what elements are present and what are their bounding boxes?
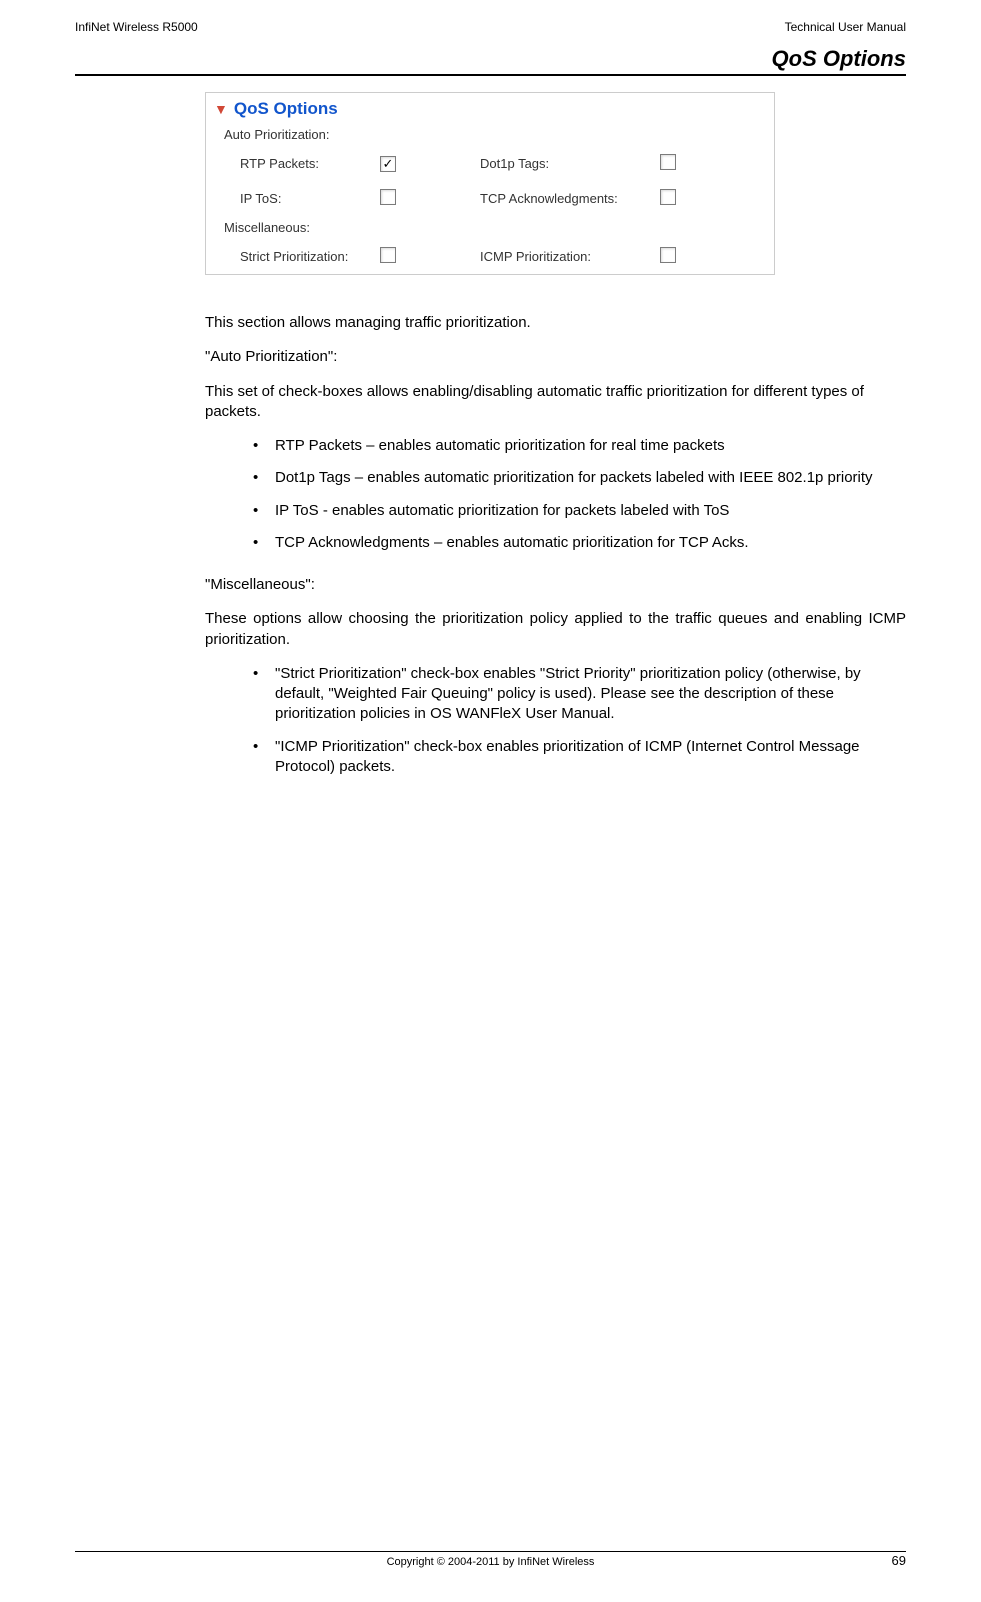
- page-header: InfiNet Wireless R5000 Technical User Ma…: [75, 20, 906, 34]
- list-item: Dot1p Tags – enables automatic prioritiz…: [205, 468, 906, 488]
- collapse-caret-icon: ▼: [214, 101, 228, 117]
- misc-label: Miscellaneous:: [206, 216, 774, 239]
- header-right: Technical User Manual: [785, 20, 906, 34]
- strict-prioritization-checkbox-cell: [380, 247, 480, 266]
- icmp-prioritization-checkbox-cell: [660, 247, 690, 266]
- rtp-packets-label: RTP Packets:: [240, 156, 380, 171]
- content-area: ▼ QoS Options Auto Prioritization: RTP P…: [205, 92, 906, 777]
- dot1p-tags-label: Dot1p Tags:: [480, 156, 660, 171]
- misc-heading: "Miscellaneous":: [205, 575, 906, 595]
- qos-row-strict-icmp: Strict Prioritization: ICMP Prioritizati…: [206, 239, 774, 274]
- ip-tos-checkbox-cell: [380, 189, 480, 208]
- intro-paragraph: This section allows managing traffic pri…: [205, 313, 906, 333]
- footer-bar: Copyright © 2004-2011 by InfiNet Wireles…: [75, 1551, 906, 1568]
- auto-prioritization-desc: This set of check-boxes allows enabling/…: [205, 382, 906, 423]
- list-item: RTP Packets – enables automatic prioriti…: [205, 436, 906, 456]
- list-item: TCP Acknowledgments – enables automatic …: [205, 533, 906, 553]
- panel-title: QoS Options: [234, 99, 338, 119]
- icmp-prioritization-checkbox[interactable]: [660, 247, 676, 263]
- tcp-ack-label: TCP Acknowledgments:: [480, 191, 660, 206]
- section-title: QoS Options: [75, 46, 906, 72]
- auto-bullets-list: RTP Packets – enables automatic prioriti…: [205, 436, 906, 553]
- qos-options-panel: ▼ QoS Options Auto Prioritization: RTP P…: [205, 92, 775, 275]
- qos-row-rtp-dot1p: RTP Packets: Dot1p Tags:: [206, 146, 774, 181]
- qos-row-iptos-tcpack: IP ToS: TCP Acknowledgments:: [206, 181, 774, 216]
- misc-desc: These options allow choosing the priorit…: [205, 609, 906, 650]
- copyright-text: Copyright © 2004-2011 by InfiNet Wireles…: [387, 1556, 595, 1568]
- rtp-packets-checkbox-cell: [380, 156, 480, 172]
- strict-prioritization-label: Strict Prioritization:: [240, 249, 380, 264]
- auto-prioritization-heading: "Auto Prioritization":: [205, 347, 906, 367]
- icmp-prioritization-label: ICMP Prioritization:: [480, 249, 660, 264]
- rtp-packets-checkbox[interactable]: [380, 156, 396, 172]
- page-container: InfiNet Wireless R5000 Technical User Ma…: [0, 0, 981, 1602]
- dot1p-tags-checkbox-cell: [660, 154, 690, 173]
- ip-tos-checkbox[interactable]: [380, 189, 396, 205]
- title-underline: [75, 74, 906, 76]
- misc-bullets-list: "Strict Prioritization" check-box enable…: [205, 664, 906, 777]
- strict-prioritization-checkbox[interactable]: [380, 247, 396, 263]
- dot1p-tags-checkbox[interactable]: [660, 154, 676, 170]
- list-item: "Strict Prioritization" check-box enable…: [205, 664, 906, 725]
- ip-tos-label: IP ToS:: [240, 191, 380, 206]
- tcp-ack-checkbox[interactable]: [660, 189, 676, 205]
- qos-panel-header[interactable]: ▼ QoS Options: [206, 93, 774, 123]
- header-left: InfiNet Wireless R5000: [75, 20, 198, 34]
- auto-prioritization-label: Auto Prioritization:: [206, 123, 774, 146]
- page-number: 69: [892, 1553, 906, 1568]
- list-item: IP ToS - enables automatic prioritizatio…: [205, 501, 906, 521]
- list-item: "ICMP Prioritization" check-box enables …: [205, 737, 906, 778]
- tcp-ack-checkbox-cell: [660, 189, 690, 208]
